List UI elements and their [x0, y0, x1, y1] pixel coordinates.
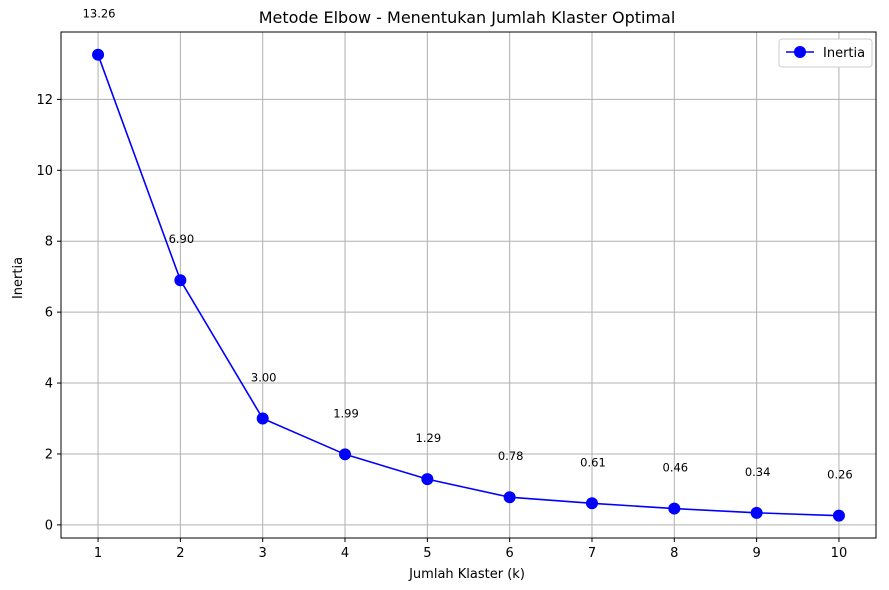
data-label: 0.34	[745, 465, 771, 479]
y-tick-label: 2	[45, 447, 53, 462]
y-tick-label: 8	[45, 235, 53, 250]
data-point	[503, 491, 516, 504]
data-label: 3.00	[251, 371, 277, 385]
data-point	[92, 48, 105, 61]
x-tick-label: 3	[259, 546, 267, 561]
legend: Inertia	[778, 38, 873, 68]
series-line-inertia	[97, 54, 840, 517]
data-point	[832, 509, 845, 522]
grid-lines	[61, 32, 876, 538]
y-tick-label: 0	[45, 518, 53, 533]
y-axis-label: Inertia	[11, 257, 26, 299]
x-tick-label: 8	[670, 546, 678, 561]
data-point	[585, 497, 598, 510]
plot-frame	[60, 31, 877, 539]
chart-title: Metode Elbow - Menentukan Jumlah Klaster…	[259, 8, 676, 27]
data-point	[668, 502, 681, 515]
data-label: 1.99	[333, 406, 359, 420]
data-label: 0.26	[827, 468, 853, 482]
data-label: 6.90	[169, 232, 195, 246]
data-label: 0.61	[580, 455, 606, 469]
x-tick-label: 6	[506, 546, 514, 561]
x-tick-label: 7	[588, 546, 596, 561]
plot-area: 13.26 6.90 3.00 1.99 1.29 0.78 0.61 0.46 0.34 0.2…	[83, 7, 853, 522]
data-label: 0.46	[663, 461, 689, 475]
data-point	[750, 506, 763, 519]
x-tick-label: 4	[341, 546, 349, 561]
data-label: 0.78	[498, 449, 524, 463]
y-tick-label: 10	[36, 164, 53, 179]
data-point	[174, 274, 187, 287]
x-tick-label: 9	[752, 546, 760, 561]
x-tick-label: 10	[831, 546, 848, 561]
x-tick-label: 2	[176, 546, 184, 561]
data-point	[256, 412, 269, 425]
data-point	[339, 448, 352, 461]
y-tick-label: 12	[36, 93, 53, 108]
y-tick-label: 6	[45, 306, 53, 321]
legend-box	[778, 38, 873, 68]
data-point	[421, 473, 434, 486]
data-label: 13.26	[83, 7, 116, 21]
legend-marker	[794, 46, 806, 58]
data-label: 1.29	[416, 431, 442, 445]
x-tick-label: 5	[423, 546, 431, 561]
legend-entry-label: Inertia	[823, 46, 865, 61]
x-axis-label: Jumlah Klaster (k)	[408, 567, 525, 582]
y-tick-label: 4	[45, 377, 53, 392]
x-tick-label: 1	[94, 546, 102, 561]
